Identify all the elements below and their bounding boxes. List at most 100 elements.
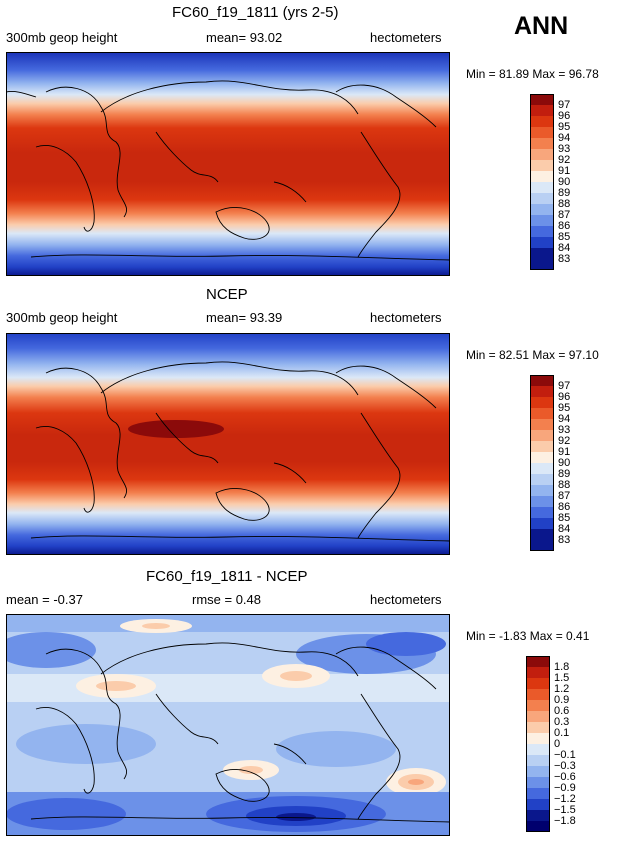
cb3-label-4: 0.6 [554,705,570,717]
panel1-mean: mean= 93.02 [206,30,283,45]
cb2-label-12: 85 [558,512,571,524]
cb1-label-8: 89 [558,187,571,199]
cb2-label-9: 88 [558,479,571,491]
cb2-label-13: 84 [558,523,571,535]
cb3-swatch-9 [526,755,550,766]
cb2-swatch-14 [530,529,554,551]
cb1-swatch-6 [530,160,554,171]
cb2-swatch-11 [530,496,554,507]
panel3-coastlines [30,642,450,823]
cb2-label-14: 83 [558,534,571,546]
cb1-swatch-8 [530,182,554,193]
cb3-label-3: 0.9 [554,694,570,706]
cb1-swatch-14 [530,248,554,270]
cb3-swatch-1 [526,667,550,678]
cb1-label-4: 93 [558,143,571,155]
cb1-swatch-3 [530,127,554,138]
panel2-field [6,333,450,555]
cb2-label-7: 90 [558,457,571,469]
cb2-swatch-10 [530,485,554,496]
cb2-swatch-9 [530,474,554,485]
cb3-label-2: 1.2 [554,683,570,695]
cb2-swatch-3 [530,408,554,419]
cb1-swatch-4 [530,138,554,149]
panel1-minmax: Min = 81.89 Max = 96.78 [466,67,599,81]
cb1-label-13: 84 [558,242,571,254]
cb1-label-9: 88 [558,198,571,210]
cb2-label-11: 86 [558,501,571,513]
cb1-label-6: 91 [558,165,571,177]
cb1-swatch-2 [530,116,554,127]
panel2-title: NCEP [206,286,248,303]
cb3-swatch-14 [526,810,550,821]
cb3-swatch-15 [526,821,550,832]
panel3-map [6,614,450,836]
panel2-variable: 300mb geop height [6,310,118,325]
cb1-swatch-13 [530,237,554,248]
cb2-swatch-13 [530,518,554,529]
cb3-label-7: 0 [554,738,561,750]
cb3-swatch-12 [526,788,550,799]
panel3-units: hectometers [370,592,442,607]
cb1-swatch-5 [530,149,554,160]
cb3-label-11: −0.9 [554,782,576,794]
cb1-swatch-7 [530,171,554,182]
cb3-swatch-3 [526,689,550,700]
cb3-swatch-11 [526,777,550,788]
cb2-label-10: 87 [558,490,571,502]
cb2-label-4: 93 [558,424,571,436]
cb3-label-9: −0.3 [554,760,576,772]
panel3-mean: mean = -0.37 [6,592,83,607]
panel1-field [6,52,450,276]
cb1-label-5: 92 [558,154,571,166]
cb3-swatch-2 [526,678,550,689]
season-label: ANN [514,12,569,40]
panel3-rmse: rmse = 0.48 [192,592,262,607]
cb3-swatch-4 [526,700,550,711]
cb3-label-0: 1.8 [554,661,570,673]
cb1-swatch-12 [530,226,554,237]
panel1-variable: 300mb geop height [6,30,118,45]
cb3-label-8: −0.1 [554,749,576,761]
cb3-label-13: −1.5 [554,804,576,816]
panel3-field-contours [6,614,450,836]
cb1-swatch-9 [530,193,554,204]
panel1-title: FC60_f19_1811 (yrs 2-5) [172,4,339,21]
cb2-label-8: 89 [558,468,571,480]
cb3-swatch-5 [526,711,550,722]
cb1-label-11: 86 [558,220,571,232]
panel3-title: FC60_f19_1811 - NCEP [146,568,308,585]
cb2-label-2: 95 [558,402,571,414]
panel1-units: hectometers [370,30,442,45]
panel2-map [6,333,450,555]
cb1-label-14: 83 [558,253,571,265]
cb2-swatch-8 [530,463,554,474]
cb2-label-0: 97 [558,380,571,392]
cb2-label-6: 91 [558,446,571,458]
cb2-label-1: 96 [558,391,571,403]
panel2-mean: mean= 93.39 [206,310,283,325]
cb3-label-5: 0.3 [554,716,570,728]
cb1-swatch-10 [530,204,554,215]
cb3-label-14: −1.8 [554,815,576,827]
cb1-label-3: 94 [558,132,571,144]
cb1-swatch-1 [530,105,554,116]
panel3-minmax: Min = -1.83 Max = 0.41 [466,629,590,643]
cb3-swatch-13 [526,799,550,810]
panel1-map [6,52,450,276]
cb3-label-10: −0.6 [554,771,576,783]
cb2-swatch-4 [530,419,554,430]
cb1-swatch-0 [530,94,554,105]
panel2-minmax: Min = 82.51 Max = 97.10 [466,348,599,362]
cb3-label-1: 1.5 [554,672,570,684]
cb3-swatch-8 [526,744,550,755]
panel1-coastlines [6,80,450,261]
cb2-swatch-6 [530,441,554,452]
cb2-swatch-0 [530,375,554,386]
cb3-label-12: −1.2 [554,793,576,805]
cb2-swatch-7 [530,452,554,463]
cb3-swatch-0 [526,656,550,667]
cb2-swatch-5 [530,430,554,441]
cb1-label-2: 95 [558,121,571,133]
cb2-swatch-12 [530,507,554,518]
